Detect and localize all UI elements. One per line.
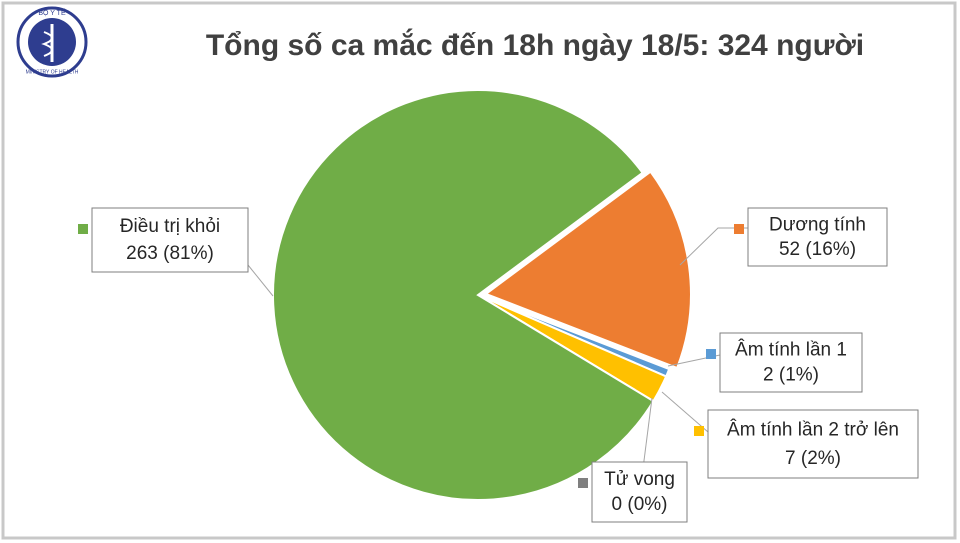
label-box — [707, 409, 919, 479]
data-label: 52 (16%) — [779, 239, 856, 260]
legend-swatch — [734, 224, 744, 234]
data-label: 2 (1%) — [763, 364, 819, 385]
label-box — [719, 332, 863, 393]
chart-title: Tổng số ca mắc đến 18h ngày 18/5: 324 ng… — [206, 28, 864, 62]
logo: BỘ Y TẾ MINISTRY OF HEALTH — [16, 6, 88, 78]
logo-snake — [41, 31, 53, 57]
legend-swatch — [694, 426, 704, 436]
pie-slice — [483, 170, 692, 370]
legend-swatch — [578, 478, 588, 488]
label-name: Âm tính lần 1 — [735, 339, 847, 361]
data-label: 0 (0%) — [612, 494, 668, 515]
label-box — [91, 207, 249, 273]
label-name: Điều trị khỏi — [120, 216, 220, 237]
logo-top: BỘ Y TẾ — [38, 7, 66, 17]
pie-slice — [272, 89, 655, 501]
label-box — [591, 461, 688, 523]
leader-line — [661, 391, 709, 433]
label-name: Dương tính — [769, 214, 866, 235]
data-label: 263 (81%) — [126, 243, 214, 264]
label-box — [747, 207, 888, 267]
legend-swatch — [78, 224, 88, 234]
label-name: Tử vong — [604, 469, 675, 490]
logo-bottom: MINISTRY OF HEALTH — [26, 69, 79, 75]
label-name: Âm tính lần 2 trở lên — [727, 418, 899, 440]
data-label: 7 (2%) — [785, 448, 841, 469]
legend-swatch — [706, 349, 716, 359]
leader-line — [247, 264, 274, 297]
